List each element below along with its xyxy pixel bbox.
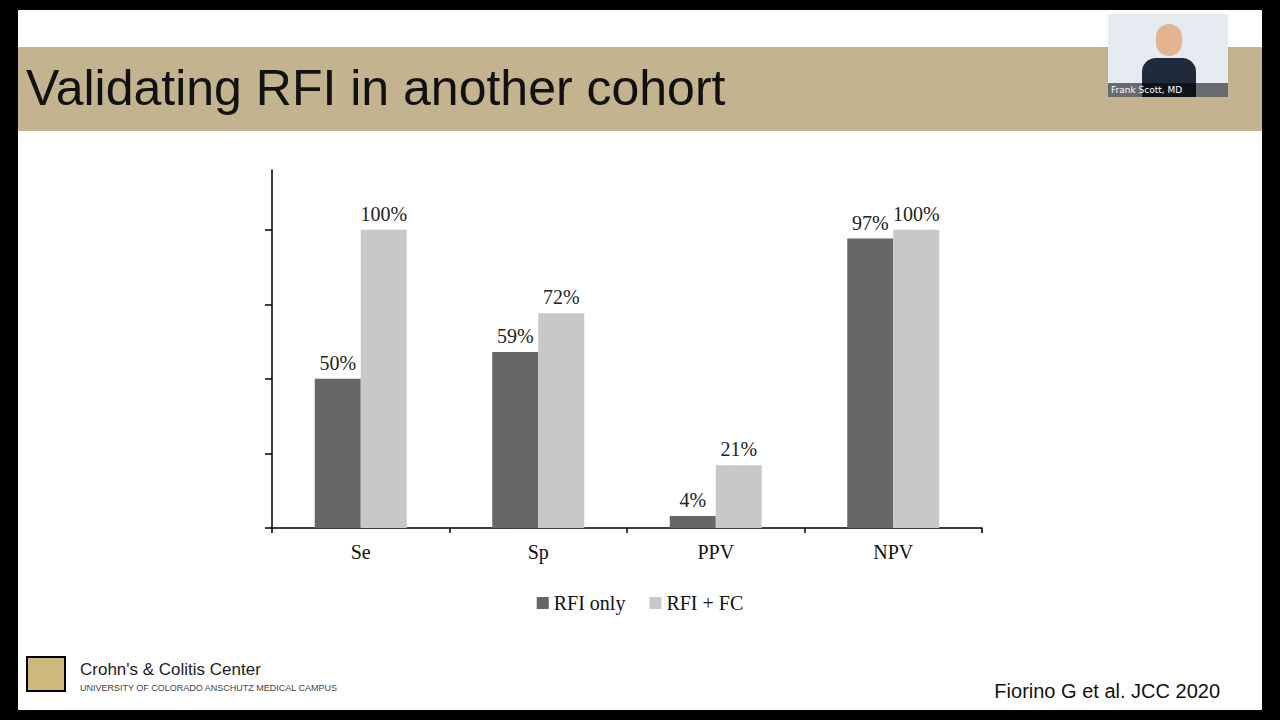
- svg-text:50%: 50%: [319, 352, 356, 374]
- svg-text:100%: 100%: [893, 203, 940, 225]
- svg-text:RFI + FC: RFI + FC: [666, 592, 743, 614]
- svg-text:Se: Se: [351, 541, 371, 563]
- svg-text:100%: 100%: [360, 203, 407, 225]
- html-text:Frank Scott, MD: Frank Scott, MD: [1111, 85, 1183, 95]
- html-text:UNIVERSITY OF COLORADO ANSCHUT: UNIVERSITY OF COLORADO ANSCHUTZ MEDICAL …: [80, 683, 337, 693]
- html-text:Validating RFI in another coho: Validating RFI in another cohort: [26, 60, 726, 116]
- svg-text:72%: 72%: [543, 286, 580, 308]
- svg-text:RFI only: RFI only: [554, 592, 626, 615]
- svg-text:4%: 4%: [679, 489, 706, 511]
- svg-text:21%: 21%: [720, 438, 757, 460]
- svg-text:PPV: PPV: [697, 541, 734, 563]
- svg-text:Sp: Sp: [528, 541, 549, 564]
- html-text:Fiorino G et al. JCC 2020: Fiorino G et al. JCC 2020: [994, 680, 1220, 702]
- svg-text:97%: 97%: [852, 212, 889, 234]
- html-text:Crohn's & Colitis Center: Crohn's & Colitis Center: [80, 660, 261, 679]
- svg-text:59%: 59%: [497, 325, 534, 347]
- svg-text:NPV: NPV: [873, 541, 914, 563]
